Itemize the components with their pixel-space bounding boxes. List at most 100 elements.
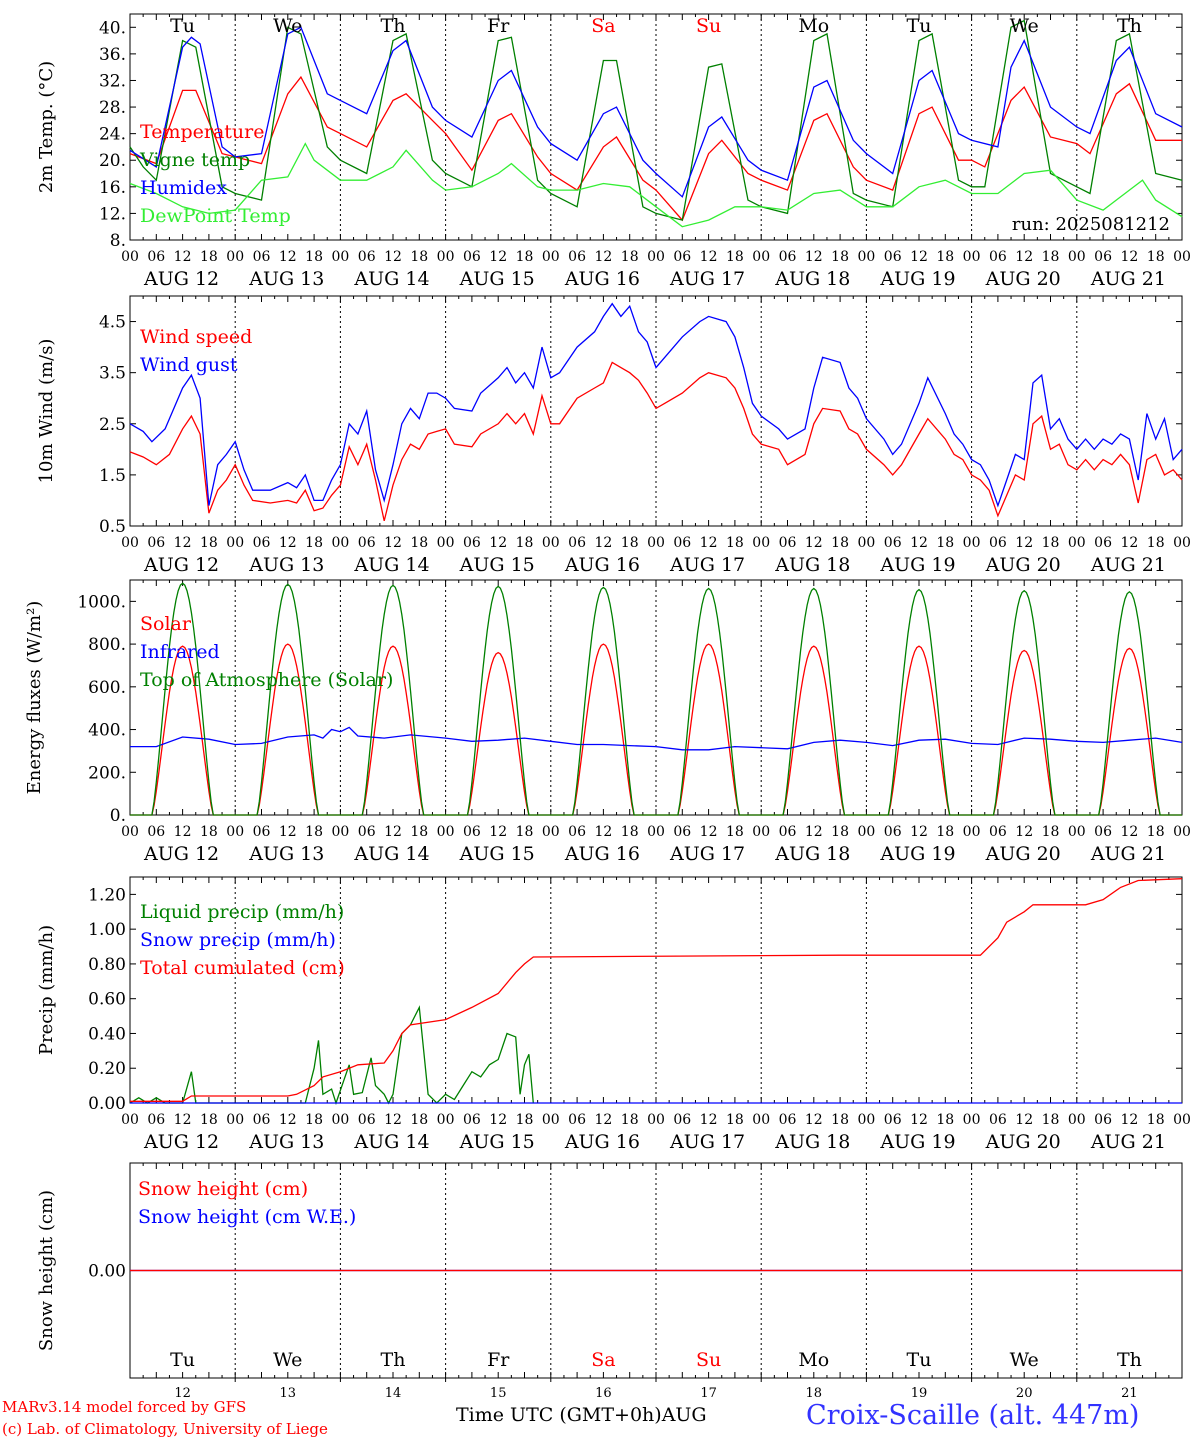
hour-tick-label: 18 bbox=[516, 1112, 534, 1128]
date-label: AUG 13 bbox=[248, 268, 324, 290]
hour-tick-label: 06 bbox=[358, 1112, 376, 1128]
y-axis-label: 2m Temp. (°C) bbox=[36, 61, 57, 193]
hour-tick-label: 12 bbox=[910, 824, 928, 840]
date-label: AUG 12 bbox=[143, 843, 219, 865]
day-abbr-top: We bbox=[1010, 15, 1039, 37]
hour-tick-label: 18 bbox=[1147, 249, 1165, 265]
hour-tick-label: 12 bbox=[594, 824, 612, 840]
hour-tick-label: 12 bbox=[700, 824, 718, 840]
date-label: AUG 14 bbox=[353, 554, 429, 576]
y-tick-label: 3.5 bbox=[99, 364, 126, 384]
hour-tick-label: 06 bbox=[568, 249, 586, 265]
hour-tick-label: 18 bbox=[410, 824, 428, 840]
hour-tick-label: 00 bbox=[647, 1112, 665, 1128]
date-label: AUG 16 bbox=[564, 554, 640, 576]
y-tick-label: 8. bbox=[110, 231, 126, 251]
hour-tick-label: 18 bbox=[831, 535, 849, 551]
hour-tick-label: 00 bbox=[437, 249, 455, 265]
hour-tick-label: 18 bbox=[621, 249, 639, 265]
date-label: AUG 12 bbox=[143, 1131, 219, 1153]
day-number: 20 bbox=[1016, 1386, 1033, 1401]
hour-tick-label: 06 bbox=[463, 1112, 481, 1128]
hour-tick-label: 00 bbox=[857, 249, 875, 265]
legend-liquid-precip-mm-h-: Liquid precip (mm/h) bbox=[140, 901, 344, 923]
hour-tick-label: 12 bbox=[279, 535, 297, 551]
legend-wind-gust: Wind gust bbox=[140, 354, 238, 376]
day-abbr-top: Fr bbox=[487, 15, 510, 37]
day-abbr-top: Su bbox=[696, 15, 721, 37]
hour-tick-label: 06 bbox=[568, 824, 586, 840]
y-axis-label: Energy fluxes (W/m²) bbox=[24, 601, 45, 795]
hour-tick-label: 12 bbox=[1015, 535, 1033, 551]
hour-tick-label: 18 bbox=[516, 535, 534, 551]
day-abbr-top: Tu bbox=[170, 15, 195, 37]
hour-tick-label: 18 bbox=[936, 249, 954, 265]
hour-tick-label: 12 bbox=[384, 249, 402, 265]
hour-tick-label: 12 bbox=[1120, 824, 1138, 840]
hour-tick-label: 12 bbox=[805, 535, 823, 551]
run-annotation: run: 2025081212 bbox=[1012, 214, 1170, 235]
hour-tick-label: 00 bbox=[752, 249, 770, 265]
date-label: AUG 18 bbox=[774, 268, 850, 290]
date-label: AUG 19 bbox=[879, 1131, 955, 1153]
hour-tick-label: 18 bbox=[1147, 535, 1165, 551]
y-tick-label: 800. bbox=[88, 635, 126, 655]
hour-tick-label: 00 bbox=[542, 1112, 560, 1128]
day-abbr-top: We bbox=[273, 15, 302, 37]
date-label: AUG 21 bbox=[1090, 268, 1166, 290]
series-line-wind-speed bbox=[129, 361, 1183, 522]
y-tick-label: 200. bbox=[88, 763, 126, 783]
panel-1 bbox=[129, 13, 1183, 241]
hour-tick-label: 00 bbox=[1173, 249, 1191, 265]
date-label: AUG 15 bbox=[459, 268, 535, 290]
hour-tick-label: 00 bbox=[542, 535, 560, 551]
hour-tick-label: 00 bbox=[1068, 1112, 1086, 1128]
date-label: AUG 20 bbox=[985, 268, 1061, 290]
hour-tick-label: 12 bbox=[489, 249, 507, 265]
x-axis-title: Time UTC (GMT+0h)AUG bbox=[456, 1404, 707, 1426]
hour-tick-label: 06 bbox=[147, 249, 165, 265]
day-abbr-top: Th bbox=[1117, 15, 1142, 37]
day-abbr-bottom: Sa bbox=[591, 1349, 615, 1371]
hour-tick-label: 00 bbox=[752, 1112, 770, 1128]
hour-tick-label: 18 bbox=[305, 535, 323, 551]
day-abbr-top: Th bbox=[381, 15, 406, 37]
day-abbr-top: Sa bbox=[591, 15, 615, 37]
hour-tick-label: 18 bbox=[831, 824, 849, 840]
hour-tick-label: 12 bbox=[594, 1112, 612, 1128]
day-number: 18 bbox=[806, 1386, 823, 1401]
hour-tick-label: 18 bbox=[305, 824, 323, 840]
hour-tick-label: 12 bbox=[910, 249, 928, 265]
day-abbr-top: Mo bbox=[798, 15, 829, 37]
hour-tick-label: 00 bbox=[226, 1112, 244, 1128]
date-label: AUG 17 bbox=[669, 843, 745, 865]
hour-tick-label: 18 bbox=[200, 249, 218, 265]
hour-tick-label: 06 bbox=[779, 824, 797, 840]
hour-tick-label: 18 bbox=[936, 824, 954, 840]
hour-tick-label: 12 bbox=[279, 1112, 297, 1128]
hour-tick-label: 06 bbox=[358, 824, 376, 840]
hour-tick-label: 12 bbox=[489, 1112, 507, 1128]
legend-wind-speed: Wind speed bbox=[140, 326, 252, 348]
date-label: AUG 15 bbox=[459, 843, 535, 865]
hour-tick-label: 00 bbox=[542, 249, 560, 265]
day-abbr-bottom: Fr bbox=[487, 1349, 510, 1371]
hour-tick-label: 06 bbox=[358, 249, 376, 265]
hour-tick-label: 00 bbox=[121, 1112, 139, 1128]
hour-tick-label: 00 bbox=[1173, 535, 1191, 551]
hour-tick-label: 12 bbox=[1015, 249, 1033, 265]
hour-tick-label: 06 bbox=[989, 535, 1007, 551]
hour-tick-label: 00 bbox=[647, 535, 665, 551]
hour-tick-label: 00 bbox=[331, 535, 349, 551]
hour-tick-label: 06 bbox=[884, 824, 902, 840]
y-tick-label: 40. bbox=[99, 18, 126, 38]
date-label: AUG 18 bbox=[774, 554, 850, 576]
day-abbr-bottom: Th bbox=[1117, 1349, 1142, 1371]
y-axis-label: Snow height (cm) bbox=[36, 1190, 57, 1351]
hour-tick-label: 00 bbox=[857, 1112, 875, 1128]
hour-tick-label: 18 bbox=[1042, 535, 1060, 551]
hour-tick-label: 06 bbox=[253, 1112, 271, 1128]
hour-tick-label: 12 bbox=[700, 249, 718, 265]
hour-tick-label: 12 bbox=[489, 535, 507, 551]
date-label: AUG 20 bbox=[985, 843, 1061, 865]
